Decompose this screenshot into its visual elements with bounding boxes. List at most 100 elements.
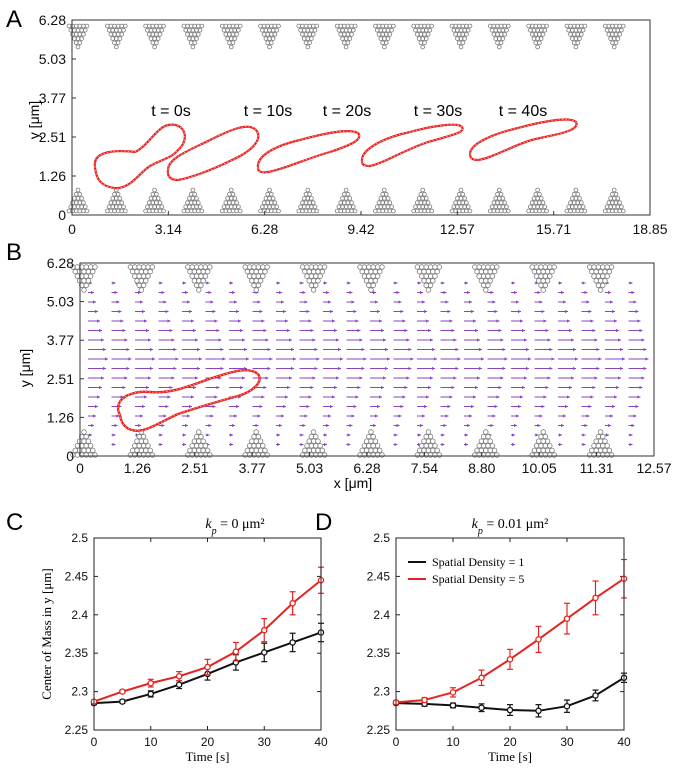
- flow-arrow-head: [116, 414, 120, 418]
- post-dot: [308, 264, 315, 270]
- post-dot: [533, 452, 540, 458]
- flow-arrow-head: [351, 300, 355, 304]
- flow-arrow-head: [598, 357, 602, 361]
- post-dot: [140, 433, 147, 440]
- post-dot: [310, 32, 316, 37]
- flow-arrow-head: [314, 347, 318, 352]
- cell-outline: [116, 368, 261, 432]
- panel-a-yticks: 0 1.26 2.51 3.77 5.03 6.28: [39, 12, 76, 223]
- post-dot: [582, 208, 588, 214]
- post-dot: [274, 204, 280, 210]
- post-dot: [136, 433, 142, 440]
- data-point: [563, 702, 571, 710]
- post-dot: [347, 36, 353, 41]
- flow-arrow-head: [214, 319, 218, 323]
- post-dot: [597, 438, 604, 444]
- post-dot: [359, 268, 365, 275]
- post-dot: [192, 191, 198, 197]
- panel-a-xtick-label: 12.57: [440, 221, 475, 237]
- post-dot: [134, 278, 140, 284]
- flow-arrow-head: [471, 309, 474, 314]
- flow-arrow-head: [379, 319, 382, 323]
- post-dot: [363, 438, 370, 444]
- flow-arrow-head: [95, 404, 98, 409]
- flow-arrow-head: [563, 414, 566, 418]
- post-dot: [79, 196, 84, 201]
- post-dot: [272, 32, 278, 37]
- flow-arrow-head: [424, 309, 427, 314]
- flow-arrow-head: [373, 423, 376, 428]
- post-dot: [132, 273, 138, 279]
- post-dot: [538, 196, 544, 201]
- post-dot: [414, 264, 421, 270]
- post-dot: [127, 264, 134, 270]
- xtick-label: 30: [560, 735, 574, 749]
- post-dot: [244, 447, 251, 454]
- post-dot: [157, 200, 163, 205]
- panel-a-xtick-label: 6.28: [251, 221, 278, 237]
- flow-arrow-head: [404, 385, 408, 390]
- flow-arrow-head: [629, 442, 633, 447]
- post-dot: [315, 447, 321, 454]
- panel-d-label: D: [315, 509, 332, 536]
- post-dot: [307, 40, 312, 46]
- post-dot: [423, 433, 429, 440]
- flow-arrow-head: [118, 309, 122, 314]
- post-dot: [79, 36, 84, 41]
- flow-arrow-head: [606, 433, 609, 437]
- flow-arrow-head: [120, 395, 124, 399]
- flow-arrow-head: [173, 347, 177, 352]
- post-dot: [75, 44, 81, 50]
- post-dot: [595, 282, 602, 289]
- post-dot: [143, 447, 149, 454]
- cell-outline-3: [360, 123, 464, 168]
- post-dot: [77, 191, 83, 197]
- panel-b-xtick-label: 11.31: [580, 460, 614, 476]
- flow-arrow-head: [324, 442, 327, 447]
- flow-arrow-head: [220, 366, 224, 371]
- flow-arrow-head: [210, 300, 214, 304]
- panel-b-ytick-label: 1.26: [47, 409, 74, 425]
- flow-arrow-head: [567, 395, 570, 399]
- post-dot: [255, 433, 262, 440]
- post-dot: [597, 278, 604, 284]
- ytick-label: 2.25: [367, 723, 391, 737]
- flow-arrow-head: [594, 376, 598, 380]
- post-dot: [615, 36, 621, 41]
- post-dot: [542, 264, 549, 270]
- flow-arrow-head: [338, 366, 341, 371]
- post-dot: [430, 278, 436, 284]
- post-dot: [460, 191, 466, 197]
- post-dot: [538, 282, 544, 289]
- post-dot: [536, 438, 542, 444]
- flow-arrow-head: [142, 404, 145, 409]
- flow-arrow-head: [195, 338, 198, 342]
- flow-arrow-head: [361, 366, 365, 371]
- post-dot: [366, 433, 372, 440]
- flow-arrow-head: [453, 338, 457, 342]
- post-dot: [140, 452, 147, 458]
- ytick-label: 2.3: [373, 685, 390, 699]
- flow-arrow-head: [138, 423, 141, 428]
- data-point: [535, 707, 542, 715]
- flow-arrow-head: [547, 376, 551, 380]
- flow-arrow-head: [410, 357, 414, 361]
- post-dot: [480, 433, 487, 440]
- flow-arrow-head: [573, 347, 576, 352]
- post-dot: [155, 36, 161, 41]
- data-point: [260, 649, 268, 656]
- time-label: t = 10s: [244, 103, 292, 120]
- flow-arrow-head: [428, 385, 431, 390]
- flow-arrow-head: [394, 433, 398, 437]
- data-point: [147, 679, 154, 687]
- panel-c-title: kp = 0 μm²: [205, 517, 264, 537]
- post-dot: [232, 196, 238, 201]
- post-dot: [81, 287, 87, 293]
- flow-arrow-head: [126, 366, 130, 371]
- post-dot: [542, 273, 549, 279]
- post-dot: [117, 196, 123, 201]
- flow-arrow-head: [93, 414, 96, 418]
- flow-arrow-head: [238, 319, 241, 323]
- flow-arrow-head: [616, 328, 619, 333]
- panel-a-xtick-label: 15.71: [536, 221, 571, 237]
